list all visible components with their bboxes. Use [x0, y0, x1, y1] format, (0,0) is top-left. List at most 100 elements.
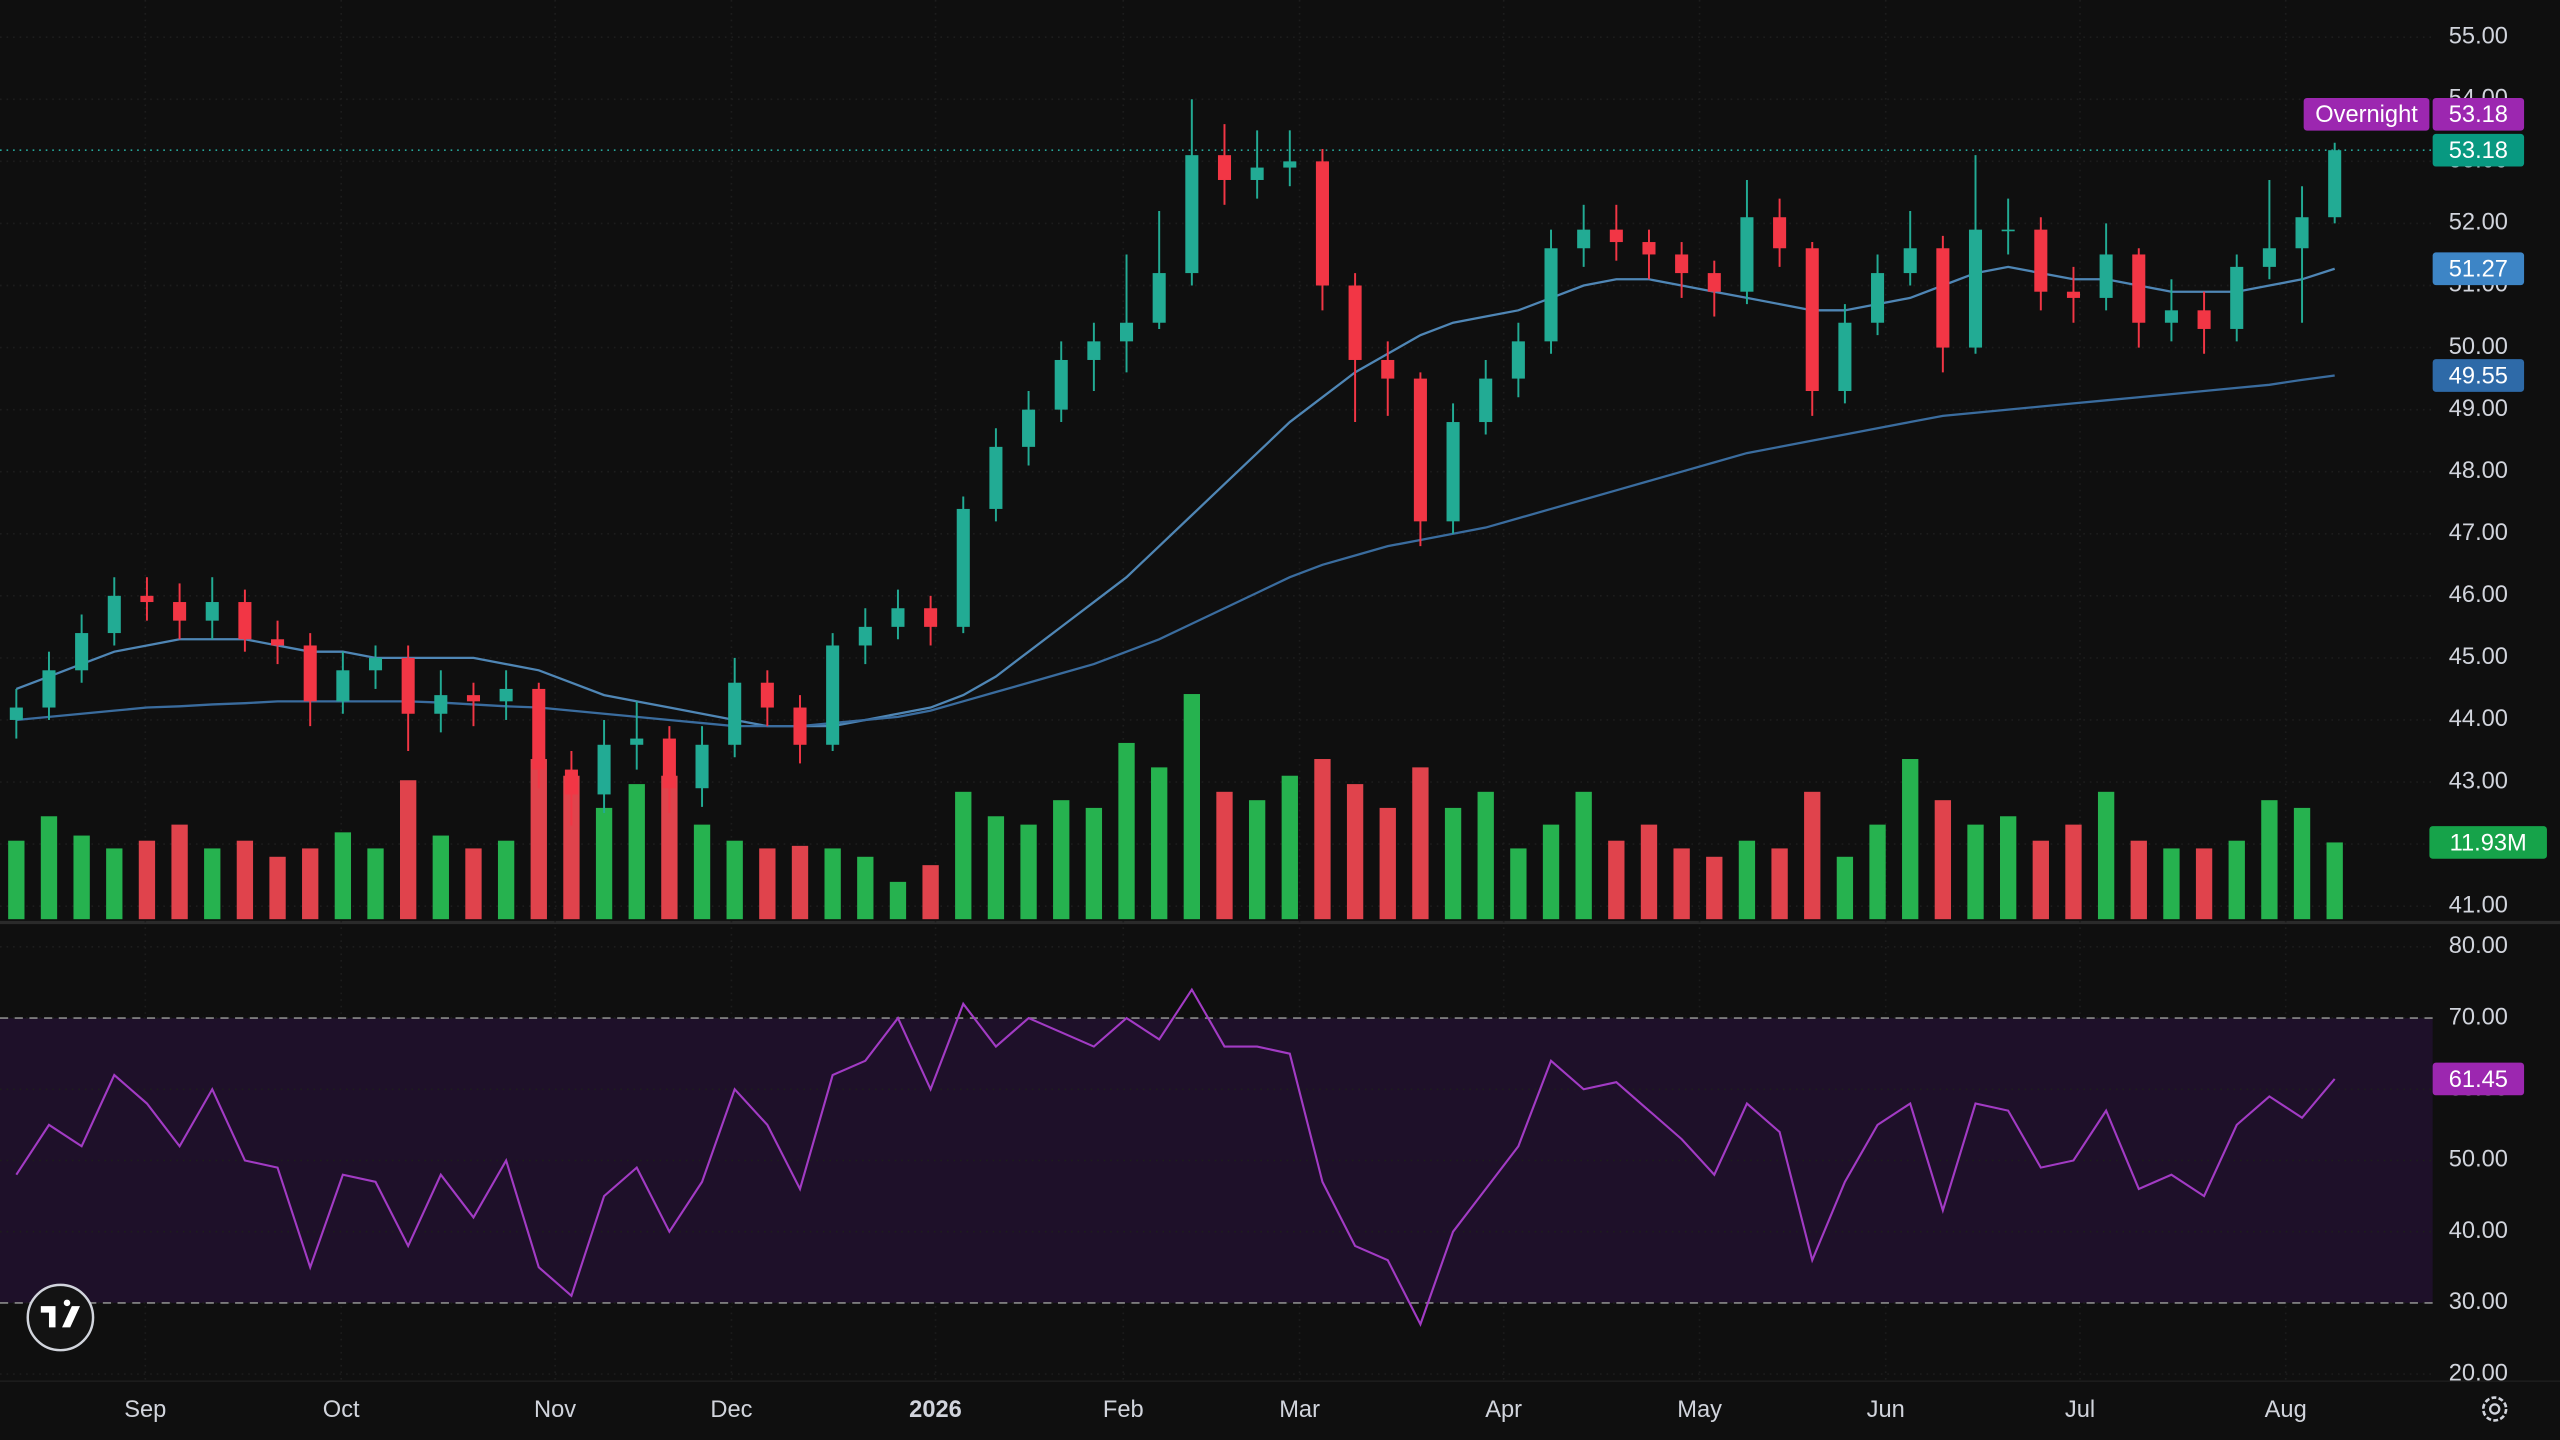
y-tick-label: 45.00 — [2449, 644, 2508, 670]
candle-body — [1446, 422, 1460, 522]
rsi-tick-label: 40.00 — [2449, 1218, 2508, 1244]
y-tick-label: 44.00 — [2449, 706, 2508, 732]
candle-body — [1054, 359, 1068, 410]
x-tick-label: Feb — [1103, 1397, 1144, 1423]
rsi-tick-label: 80.00 — [2449, 933, 2508, 959]
volume-bar — [1412, 767, 1429, 920]
candle-body — [2262, 248, 2276, 267]
volume-bar — [1804, 791, 1821, 920]
candle-body — [891, 608, 905, 627]
volume-bar — [791, 845, 809, 920]
candle-body — [760, 682, 774, 708]
volume-bar — [1379, 807, 1396, 920]
volume-bar — [2195, 848, 2213, 920]
volume-bar — [1281, 775, 1298, 920]
candle-body — [793, 707, 807, 745]
volume-bar — [987, 816, 1005, 920]
y-tick-label: 52.00 — [2449, 210, 2508, 236]
volume-bar — [726, 840, 743, 920]
volume-bar — [1738, 840, 1756, 920]
candle-body — [401, 657, 415, 714]
volume-bar — [2163, 848, 2180, 920]
volume-bar — [1967, 824, 1984, 920]
volume-bar — [2228, 840, 2245, 920]
y-tick-label: 41.00 — [2449, 892, 2508, 918]
overnight-price-bg — [2432, 97, 2525, 131]
candle-body — [1283, 161, 1297, 168]
candle-body — [1511, 341, 1525, 379]
candle-body — [1217, 155, 1232, 180]
candle-body — [1348, 285, 1362, 360]
volume-bar — [693, 824, 711, 920]
settings-button[interactable] — [2481, 1396, 2508, 1422]
volume-bar — [2293, 807, 2311, 920]
volume-bar — [2097, 791, 2115, 920]
candle-body — [695, 744, 709, 789]
volume-bar — [204, 848, 221, 920]
candle-body — [2164, 310, 2178, 323]
logo-glyph — [40, 1299, 80, 1328]
candle-body — [75, 633, 89, 671]
volume-bar — [595, 807, 613, 920]
volume-bar — [465, 848, 482, 920]
x-tick-label: 2026 — [909, 1397, 962, 1423]
candle-body — [1773, 217, 1787, 249]
candle-body — [924, 608, 938, 627]
candle-body — [107, 595, 121, 634]
candle-body — [1479, 378, 1493, 423]
candle-body — [2099, 254, 2113, 298]
candle-body — [564, 769, 578, 795]
candle-body — [1707, 273, 1721, 292]
volume-bar — [1314, 759, 1331, 920]
volume-bar — [1216, 791, 1233, 920]
candle-body — [303, 645, 317, 702]
volume-bar — [857, 856, 874, 920]
candle-body — [499, 688, 513, 702]
candle-body — [2001, 229, 2015, 232]
candle-body — [1675, 254, 1689, 274]
volume-bar — [1608, 840, 1625, 920]
volume-bar — [1869, 824, 1886, 920]
volume-bar — [1640, 824, 1658, 920]
candle-body — [1838, 322, 1852, 392]
candle-body — [1936, 248, 1950, 348]
rsi-value: 61.45 — [2449, 1067, 2508, 1093]
candle-body — [1740, 217, 1754, 292]
volume-bar — [922, 865, 939, 920]
volume-bar — [1934, 800, 1952, 920]
y-tick-label: 48.00 — [2449, 458, 2508, 484]
x-tick-label: Oct — [323, 1397, 360, 1423]
y-tick-label: 47.00 — [2449, 520, 2508, 546]
x-tick-label: Aug — [2265, 1397, 2307, 1423]
volume-bar — [302, 848, 319, 920]
y-tick-label: 49.00 — [2449, 396, 2508, 422]
volume-bar — [497, 840, 515, 920]
candle-body — [1642, 242, 1656, 255]
x-tick-label: Sep — [124, 1397, 166, 1423]
volume-bar — [2000, 816, 2017, 920]
volume-bar — [1118, 742, 1135, 920]
candle-body — [1413, 378, 1427, 522]
candle-body — [1968, 229, 1983, 348]
rsi-tick-label: 20.00 — [2449, 1360, 2508, 1386]
volume-bar — [2261, 800, 2278, 920]
x-tick-label: May — [1677, 1397, 1722, 1423]
tradingview-logo[interactable] — [26, 1283, 95, 1352]
candle-body — [466, 695, 480, 702]
volume-bar — [628, 784, 645, 920]
candle-body — [2197, 310, 2211, 329]
volume-bar — [1477, 791, 1494, 920]
y-tick-label: 50.00 — [2449, 334, 2508, 360]
y-tick-label: 46.00 — [2449, 582, 2508, 608]
candle-body — [1871, 273, 1885, 323]
rsi-line — [15, 987, 2336, 1327]
x-tick-label: Jul — [2065, 1397, 2095, 1423]
candle-body — [630, 738, 644, 745]
y-tick-label: 55.00 — [2449, 23, 2508, 49]
volume-bar — [367, 848, 384, 920]
volume-bar — [1183, 694, 1200, 920]
candle-body — [1185, 155, 1199, 274]
volume-bar — [1673, 848, 1690, 920]
